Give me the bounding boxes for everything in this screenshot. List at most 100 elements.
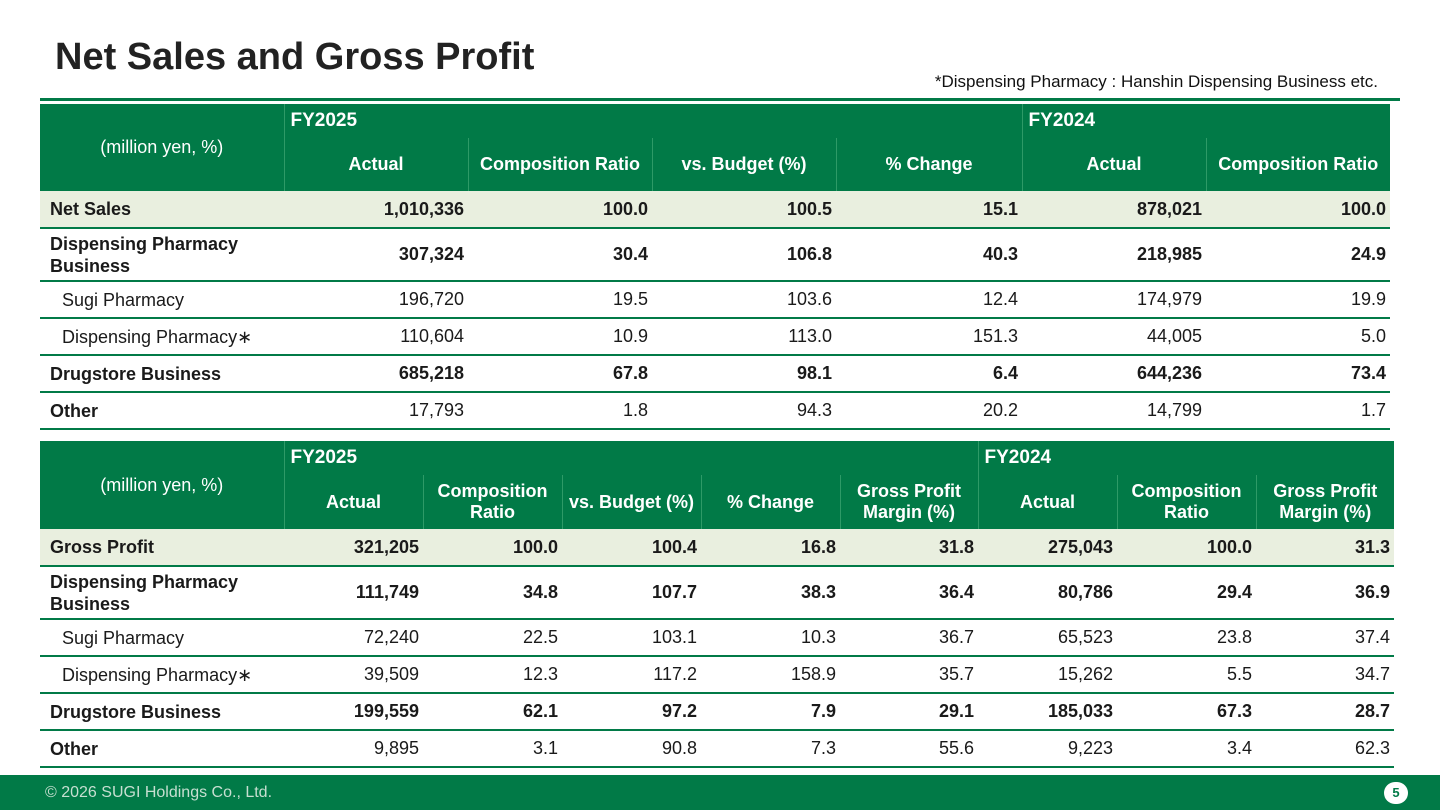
column-header: Actual [283, 138, 468, 191]
cell: 117.2 [562, 656, 701, 694]
cell: 100.0 [468, 191, 652, 229]
cell: 12.4 [836, 281, 1023, 319]
row-label: Other [40, 730, 284, 768]
cell: 44,005 [1022, 318, 1207, 356]
cell: 22.5 [423, 619, 562, 657]
cell: 40.3 [836, 228, 1023, 282]
cell: 67.3 [1117, 693, 1257, 731]
cell: 107.7 [562, 566, 701, 620]
table-row: Net Sales 1,010,336 100.0 100.5 15.1 878… [40, 191, 1391, 229]
column-header: vs. Budget (%) [651, 138, 836, 191]
cell: 37.4 [1256, 619, 1395, 657]
cell: 35.7 [840, 656, 979, 694]
fy-current-header: FY2025 [283, 441, 979, 475]
table-row: Other 17,793 1.8 94.3 20.2 14,799 1.7 [40, 392, 1391, 430]
row-label: Other [40, 392, 284, 430]
cell: 685,218 [284, 355, 468, 393]
page-number-badge: 5 [1384, 782, 1408, 804]
cell: 321,205 [284, 529, 423, 567]
row-label: Drugstore Business [40, 355, 284, 393]
cell: 34.7 [1256, 656, 1395, 694]
table-row: Other 9,895 3.1 90.8 7.3 55.6 9,223 3.4 … [40, 730, 1395, 768]
cell: 3.4 [1117, 730, 1257, 768]
table-row: Sugi Pharmacy 196,720 19.5 103.6 12.4 17… [40, 281, 1391, 319]
cell: 29.4 [1117, 566, 1257, 620]
fy-prior-header: FY2024 [977, 441, 1395, 475]
cell: 36.4 [840, 566, 979, 620]
cell: 62.1 [423, 693, 562, 731]
fy-current-header: FY2025 [283, 104, 1023, 138]
column-header: Actual [1021, 138, 1207, 191]
cell: 113.0 [652, 318, 836, 356]
cell: 7.3 [701, 730, 840, 768]
cell: 103.6 [652, 281, 836, 319]
cell: 62.3 [1256, 730, 1395, 768]
column-header: Composition Ratio [1116, 475, 1257, 529]
cell: 3.1 [423, 730, 562, 768]
cell: 1.7 [1206, 392, 1391, 430]
cell: 19.9 [1206, 281, 1391, 319]
cell: 7.9 [701, 693, 840, 731]
table-row: Dispensing Pharmacy∗ 39,509 12.3 117.2 1… [40, 656, 1395, 694]
cell: 218,985 [1022, 228, 1207, 282]
column-header: Composition Ratio [422, 475, 562, 529]
cell: 644,236 [1022, 355, 1207, 393]
cell: 90.8 [562, 730, 701, 768]
cell: 30.4 [468, 228, 652, 282]
cell: 158.9 [701, 656, 840, 694]
cell: 1,010,336 [284, 191, 468, 229]
cell: 24.9 [1206, 228, 1391, 282]
footer-bar: © 2026 SUGI Holdings Co., Ltd. 5 [0, 775, 1440, 810]
table-row: Dispensing Pharmacy∗ 110,604 10.9 113.0 … [40, 318, 1391, 356]
row-label: Dispensing Pharmacy Business [40, 566, 284, 620]
table-row: Gross Profit 321,205 100.0 100.4 16.8 31… [40, 529, 1395, 567]
cell: 307,324 [284, 228, 468, 282]
cell: 185,033 [978, 693, 1118, 731]
row-label: Sugi Pharmacy [40, 281, 284, 319]
row-label: Net Sales [40, 191, 284, 229]
cell: 72,240 [284, 619, 423, 657]
cell: 80,786 [978, 566, 1118, 620]
column-header: vs. Budget (%) [561, 475, 701, 529]
cell: 10.3 [701, 619, 840, 657]
cell: 67.8 [468, 355, 652, 393]
row-label: Dispensing Pharmacy Business [40, 228, 284, 282]
cell: 39,509 [284, 656, 423, 694]
cell: 100.0 [423, 529, 562, 567]
gross-profit-table: (million yen, %) FY2025 FY2024 Actual Co… [40, 441, 1395, 768]
cell: 16.8 [701, 529, 840, 567]
table-row: Drugstore Business 685,218 67.8 98.1 6.4… [40, 355, 1391, 393]
unit-label: (million yen, %) [40, 104, 284, 191]
cell: 10.9 [468, 318, 652, 356]
cell: 36.7 [840, 619, 979, 657]
net-sales-table: (million yen, %) FY2025 FY2024 Actual Co… [40, 104, 1391, 430]
column-header: Composition Ratio [1205, 138, 1391, 191]
cell: 34.8 [423, 566, 562, 620]
cell: 20.2 [836, 392, 1023, 430]
cell: 6.4 [836, 355, 1023, 393]
cell: 174,979 [1022, 281, 1207, 319]
row-label: Sugi Pharmacy [40, 619, 284, 657]
row-label: Gross Profit [40, 529, 284, 567]
cell: 31.3 [1256, 529, 1395, 567]
cell: 9,895 [284, 730, 423, 768]
cell: 19.5 [468, 281, 652, 319]
column-header: % Change [700, 475, 840, 529]
column-header: Gross Profit Margin (%) [839, 475, 979, 529]
copyright-text: © 2026 SUGI Holdings Co., Ltd. [45, 784, 273, 801]
column-header: Composition Ratio [467, 138, 652, 191]
column-header: Gross Profit Margin (%) [1255, 475, 1395, 529]
page-title: Net Sales and Gross Profit [55, 36, 535, 78]
cell: 17,793 [284, 392, 468, 430]
row-label: Dispensing Pharmacy∗ [40, 656, 284, 694]
cell: 103.1 [562, 619, 701, 657]
cell: 100.0 [1206, 191, 1391, 229]
row-label: Dispensing Pharmacy∗ [40, 318, 284, 356]
cell: 151.3 [836, 318, 1023, 356]
cell: 65,523 [978, 619, 1118, 657]
cell: 196,720 [284, 281, 468, 319]
table-row: Dispensing Pharmacy Business 307,324 30.… [40, 228, 1391, 282]
cell: 100.4 [562, 529, 701, 567]
cell: 38.3 [701, 566, 840, 620]
cell: 12.3 [423, 656, 562, 694]
